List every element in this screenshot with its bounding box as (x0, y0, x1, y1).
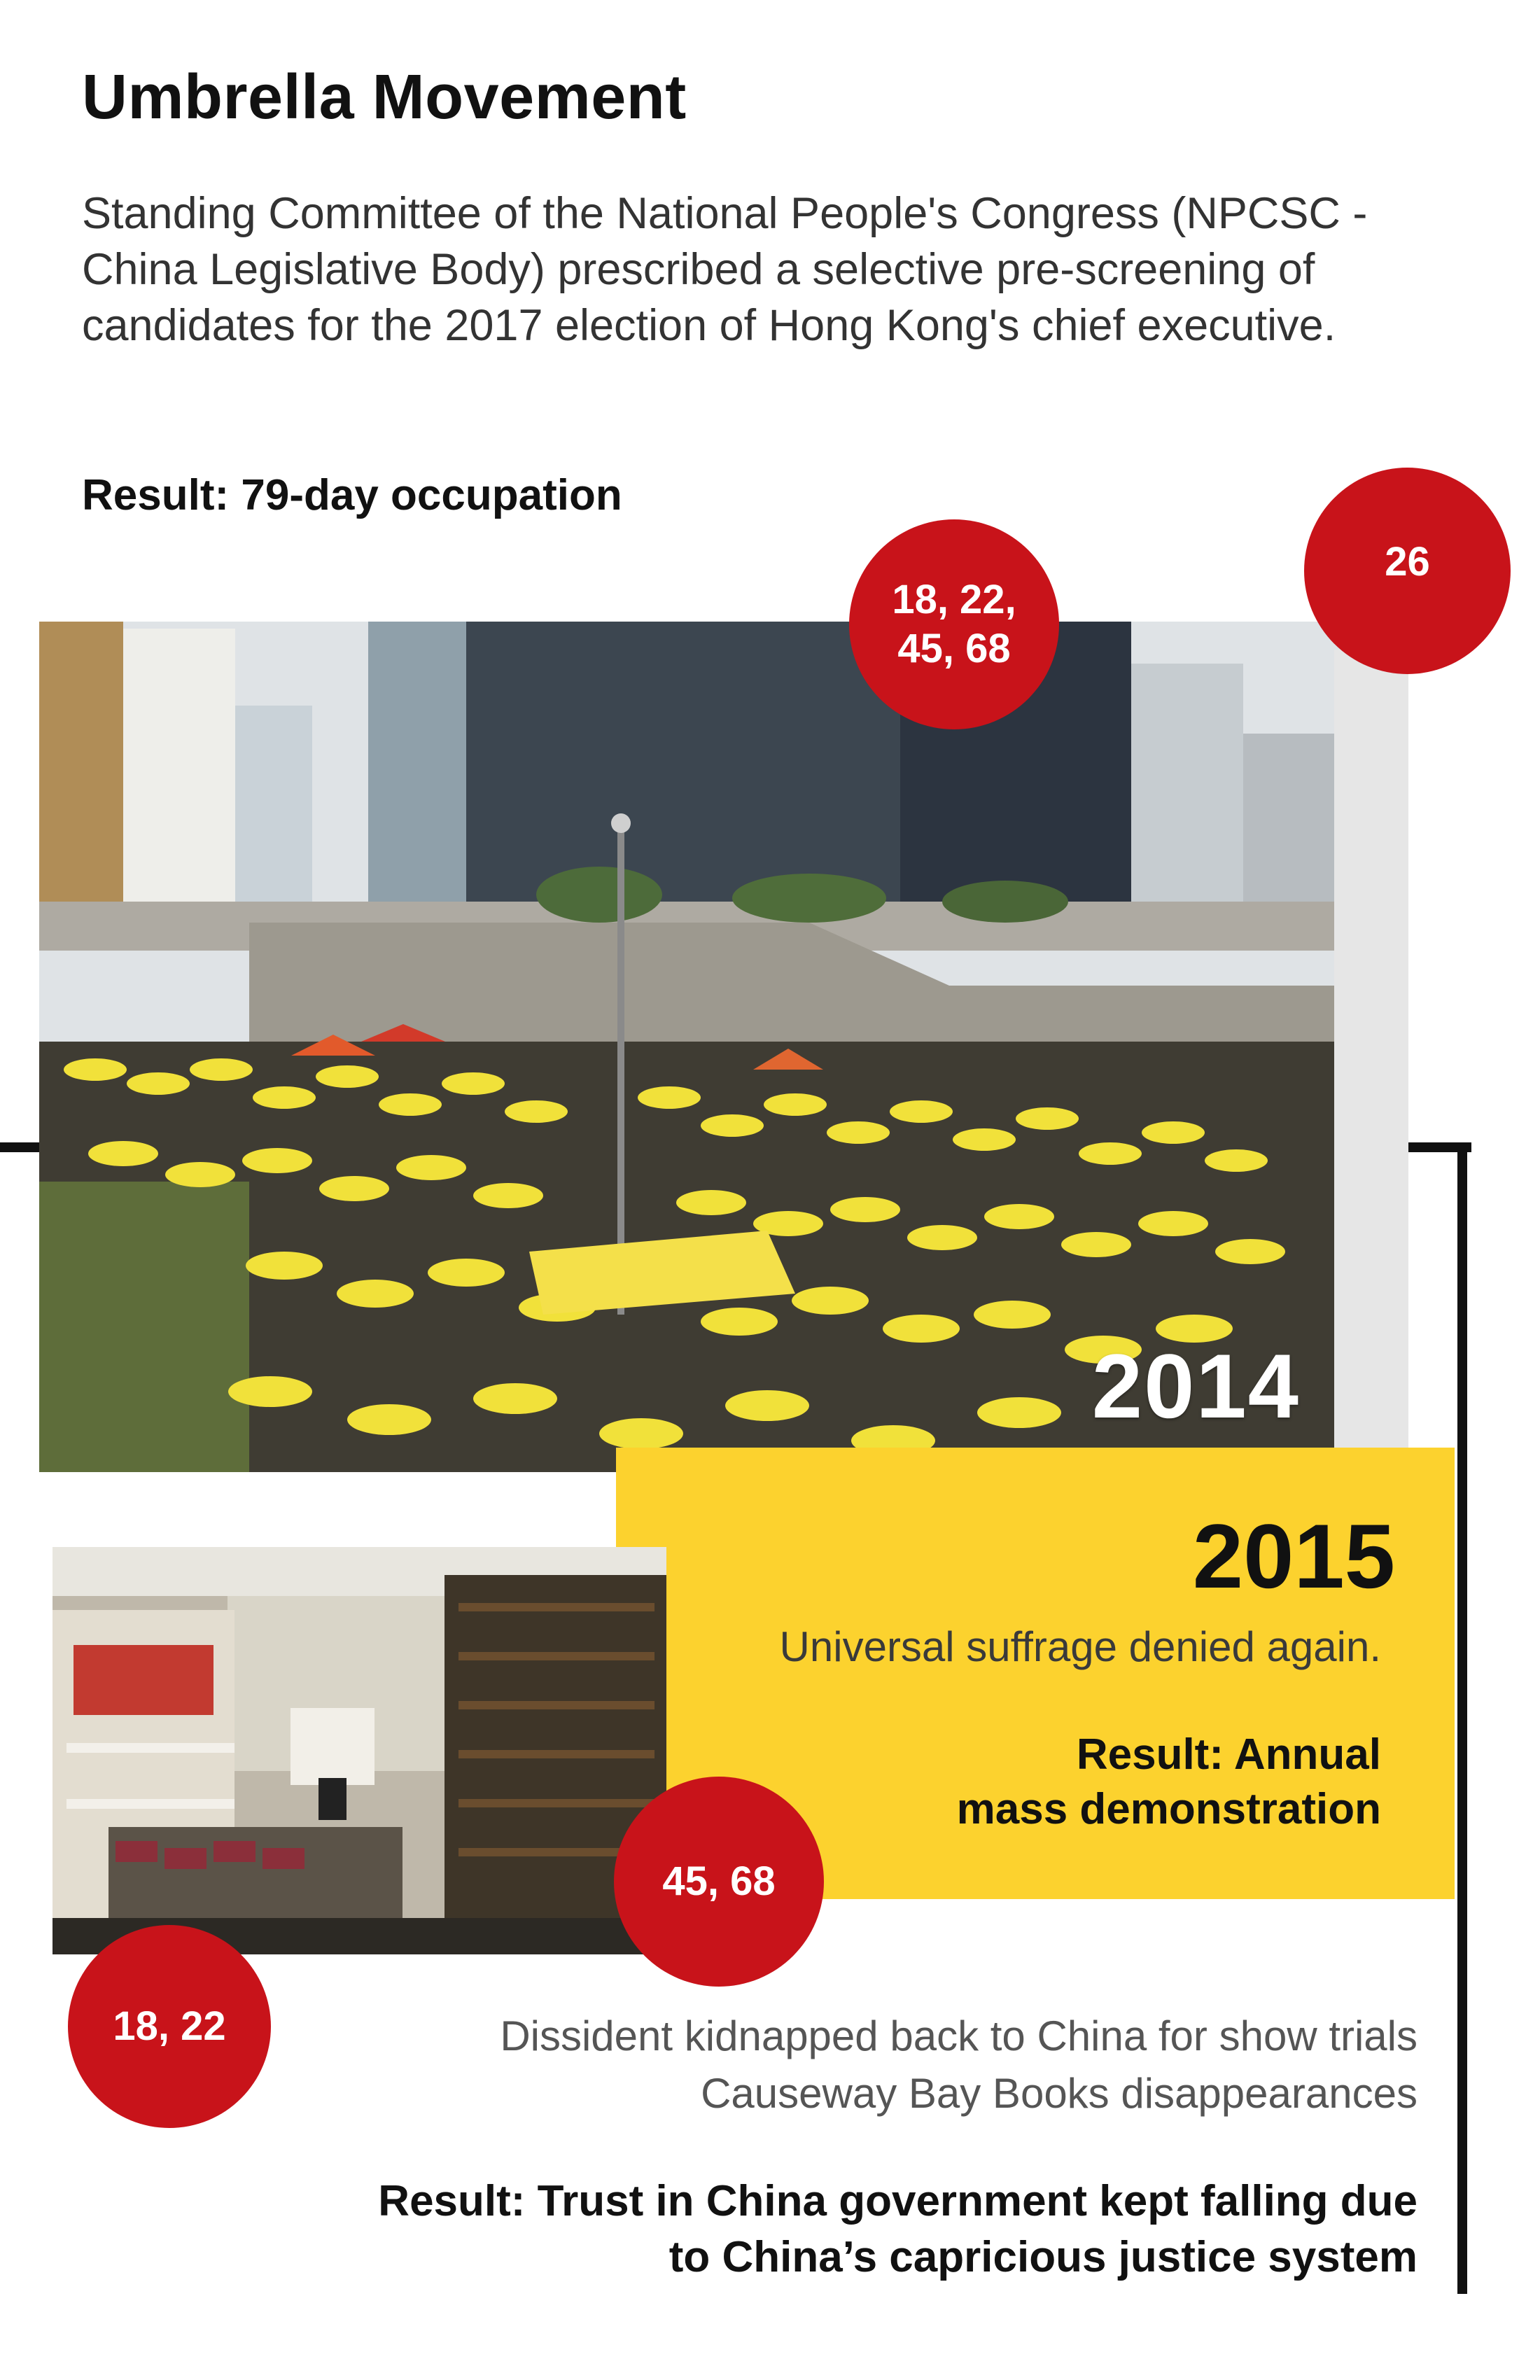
timeline-vertical-line (1457, 1142, 1467, 2294)
bookstore-photo (52, 1547, 666, 1954)
badge-2014-left-line2: 45, 68 (897, 626, 1011, 671)
protest-illustration (39, 622, 1408, 1472)
timeline-right-segment (1408, 1142, 1471, 1152)
demonstration-result-line2: mass demonstration (956, 1785, 1381, 1833)
occupation-result: Result: 79-day occupation (82, 471, 622, 519)
badge-2015: 45, 68 (614, 1777, 824, 1987)
trust-result: Result: Trust in China government kept f… (378, 2174, 1418, 2286)
trust-result-line1: Result: Trust in China government kept f… (378, 2177, 1418, 2225)
timeline-left-segment (0, 1142, 39, 1152)
intro-paragraph: Standing Committee of the National Peopl… (82, 189, 1368, 350)
trust-result-line2: to China’s capricious justice system (668, 2233, 1418, 2281)
demonstration-result: Result: Annual mass demonstration (957, 1728, 1381, 1837)
badge-2014-right: 26 (1304, 468, 1511, 674)
year-2015-label: 2015 (1192, 1505, 1395, 1607)
badge-2014-left-line1: 18, 22, (892, 577, 1016, 622)
kidnap-line2: Causeway Bay Books disappearances (701, 2070, 1418, 2117)
demonstration-result-line1: Result: Annual (1076, 1730, 1381, 1779)
suffrage-description: Universal suffrage denied again. (779, 1623, 1381, 1670)
protest-photo: 2014 (39, 622, 1408, 1472)
badge-2014-left: 18, 22, 45, 68 (849, 519, 1059, 729)
page-title: Umbrella Movement (82, 62, 687, 132)
year-2014-label: 2014 (1091, 1335, 1300, 1437)
kidnap-line1: Dissident kidnapped back to China for sh… (500, 2012, 1418, 2059)
badge-bookstore: 18, 22 (68, 1925, 271, 2128)
bookstore-illustration (52, 1547, 666, 1954)
panel-2015: 2015 Universal suffrage denied again. Re… (616, 1448, 1455, 1899)
kidnap-description: Dissident kidnapped back to China for sh… (500, 2008, 1418, 2122)
badge-2014-left-text: 18, 22, 45, 68 (892, 575, 1016, 673)
